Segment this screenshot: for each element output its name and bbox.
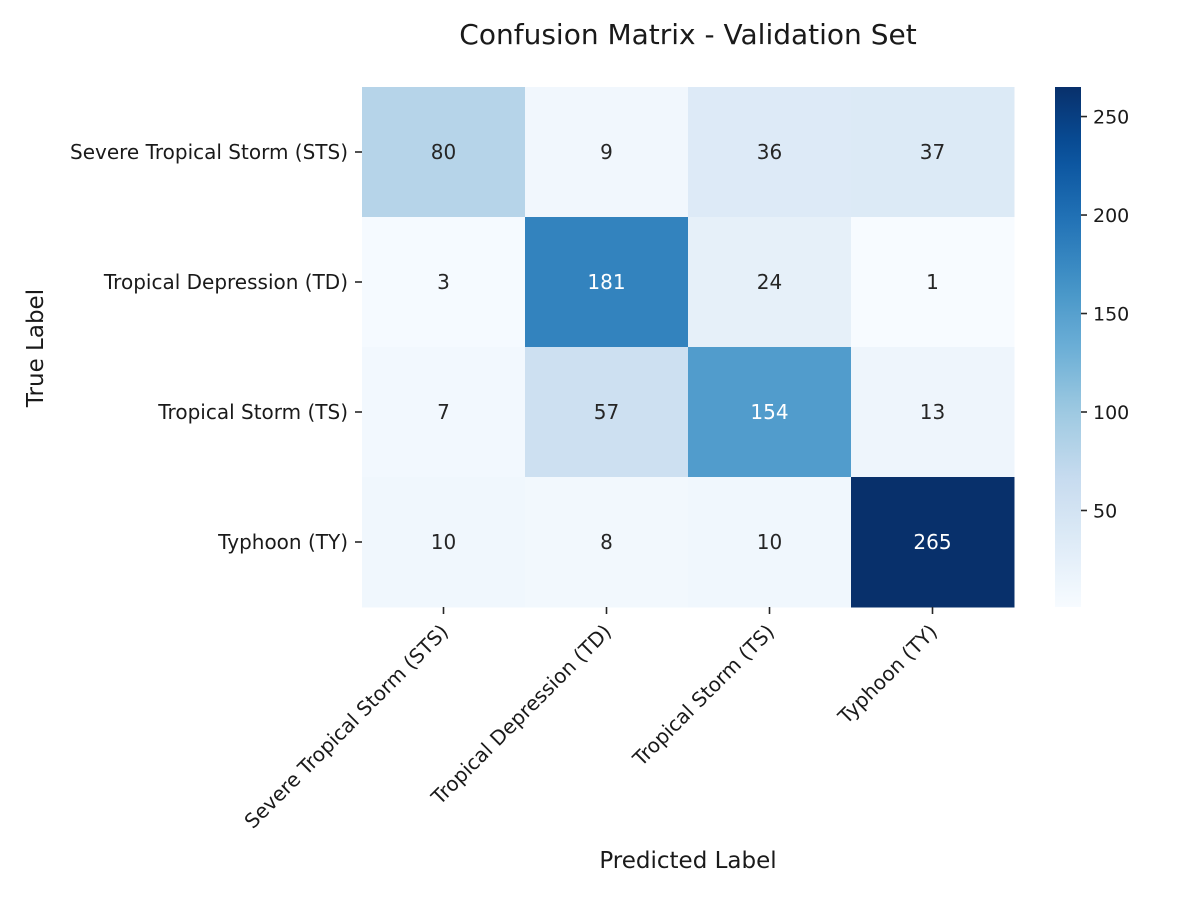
heatmap-cell bbox=[688, 347, 852, 478]
cell-value-label: 36 bbox=[757, 140, 782, 164]
colorbar-tick-label: 150 bbox=[1093, 304, 1129, 326]
heatmap-cell bbox=[525, 217, 689, 348]
y-tick-label: Typhoon (TY) bbox=[217, 530, 348, 554]
heatmap-cell bbox=[688, 87, 852, 218]
cell-value-label: 1 bbox=[926, 270, 939, 294]
x-tick-label: Typhoon (TY) bbox=[833, 620, 943, 730]
cell-value-label: 13 bbox=[920, 400, 945, 424]
x-tick-label: Tropical Depression (TD) bbox=[426, 620, 616, 810]
heatmap-cells bbox=[362, 87, 1015, 608]
cell-value-label: 181 bbox=[587, 270, 625, 294]
heatmap-cell bbox=[525, 477, 689, 608]
x-axis: Severe Tropical Storm (STS)Tropical Depr… bbox=[239, 607, 942, 833]
colorbar: 50 100 150 200 250 bbox=[1055, 87, 1129, 607]
cell-value-label: 265 bbox=[913, 530, 951, 554]
x-axis-title: Predicted Label bbox=[599, 848, 776, 874]
heatmap-cell bbox=[525, 347, 689, 478]
heatmap-cell bbox=[851, 347, 1015, 478]
y-axis: Severe Tropical Storm (STS) Tropical Depr… bbox=[70, 140, 362, 554]
colorbar-tick-label: 100 bbox=[1093, 402, 1129, 424]
x-tick-label: Severe Tropical Storm (STS) bbox=[239, 620, 453, 834]
y-tick-label: Severe Tropical Storm (STS) bbox=[70, 140, 348, 164]
cell-value-label: 80 bbox=[431, 140, 456, 164]
cell-value-label: 9 bbox=[600, 140, 613, 164]
cell-value-label: 24 bbox=[757, 270, 782, 294]
cell-value-label: 10 bbox=[431, 530, 456, 554]
y-tick-label: Tropical Depression (TD) bbox=[103, 270, 348, 294]
colorbar-tick-label: 200 bbox=[1093, 205, 1129, 227]
colorbar-tick-label: 50 bbox=[1093, 500, 1117, 522]
heatmap-cell bbox=[362, 217, 526, 348]
x-tick-label: Tropical Storm (TS) bbox=[627, 620, 779, 772]
heatmap-cell bbox=[525, 87, 689, 218]
colorbar-gradient bbox=[1055, 87, 1081, 607]
heatmap-cell bbox=[851, 217, 1015, 348]
cell-value-label: 7 bbox=[437, 400, 450, 424]
heatmap-cell bbox=[851, 477, 1015, 608]
heatmap-cell bbox=[362, 87, 526, 218]
cell-value-label: 8 bbox=[600, 530, 613, 554]
heatmap-cell bbox=[362, 477, 526, 608]
cell-value-label: 57 bbox=[594, 400, 619, 424]
heatmap-cell-labels: 80 9 36 37 3 181 24 1 7 57 154 13 10 8 10 265 bbox=[431, 140, 952, 554]
y-axis-title: True Label bbox=[23, 289, 49, 408]
colorbar-tick-label: 250 bbox=[1093, 107, 1129, 129]
y-tick-label: Tropical Storm (TS) bbox=[157, 400, 348, 424]
cell-value-label: 3 bbox=[437, 270, 450, 294]
cell-value-label: 154 bbox=[750, 400, 788, 424]
heatmap-cell bbox=[688, 477, 852, 608]
cell-value-label: 37 bbox=[920, 140, 945, 164]
heatmap-cell bbox=[362, 347, 526, 478]
heatmap-cell bbox=[851, 87, 1015, 218]
heatmap-cell bbox=[688, 217, 852, 348]
chart-title: Confusion Matrix - Validation Set bbox=[459, 18, 916, 51]
cell-value-label: 10 bbox=[757, 530, 782, 554]
